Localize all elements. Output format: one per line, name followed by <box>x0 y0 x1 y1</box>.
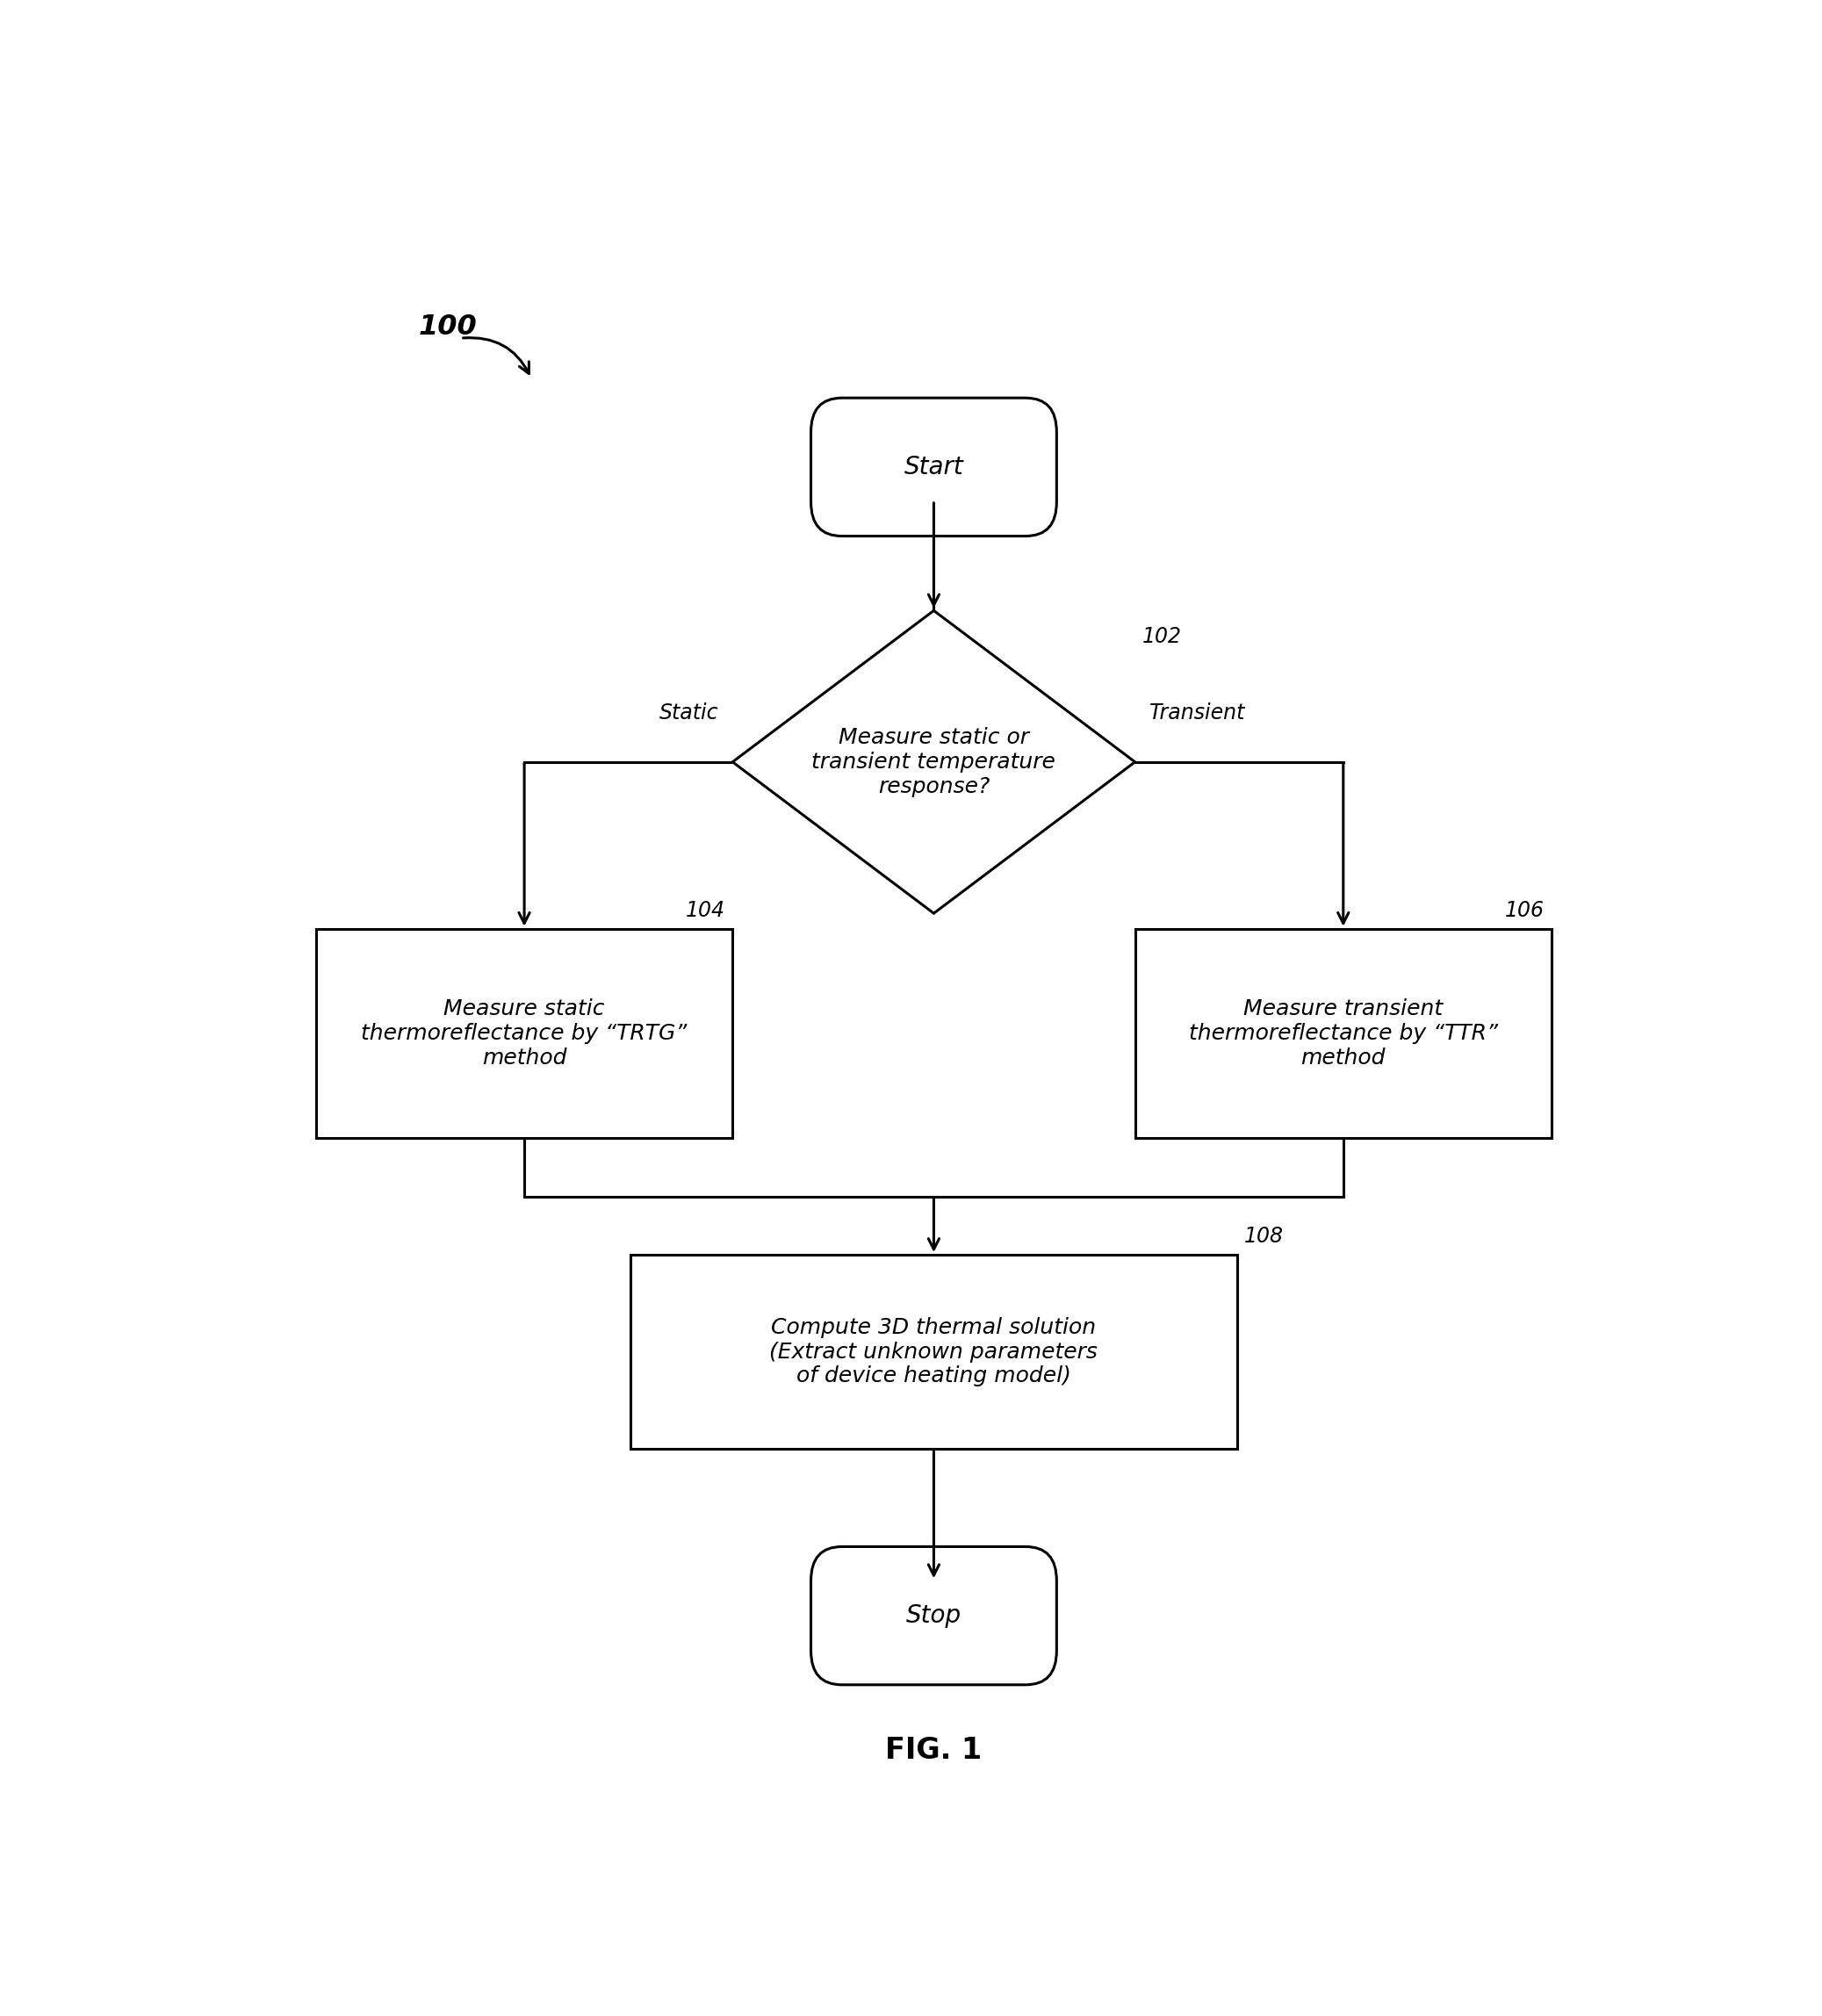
Polygon shape <box>732 611 1135 913</box>
Text: 106: 106 <box>1505 899 1545 921</box>
Text: FIG. 1: FIG. 1 <box>885 1736 982 1766</box>
Text: Static: Static <box>660 702 718 724</box>
Text: 104: 104 <box>687 899 725 921</box>
Text: Measure transient
thermoreflectance by “TTR”
method: Measure transient thermoreflectance by “… <box>1188 998 1498 1068</box>
FancyBboxPatch shape <box>811 397 1057 536</box>
Text: 108: 108 <box>1244 1226 1285 1248</box>
Text: Measure static or
transient temperature
response?: Measure static or transient temperature … <box>813 728 1055 796</box>
FancyBboxPatch shape <box>811 1546 1057 1685</box>
Text: 102: 102 <box>1142 627 1181 647</box>
Text: Transient: Transient <box>1150 702 1244 724</box>
Bar <box>315 929 732 1139</box>
Bar <box>1135 929 1552 1139</box>
Text: Compute 3D thermal solution
(Extract unknown parameters
of device heating model): Compute 3D thermal solution (Extract unk… <box>769 1316 1099 1387</box>
Text: Start: Start <box>904 456 964 480</box>
Bar <box>630 1254 1237 1450</box>
Text: Stop: Stop <box>906 1603 962 1629</box>
Text: Measure static
thermoreflectance by “TRTG”
method: Measure static thermoreflectance by “TRT… <box>361 998 687 1068</box>
Text: 100: 100 <box>419 314 477 341</box>
